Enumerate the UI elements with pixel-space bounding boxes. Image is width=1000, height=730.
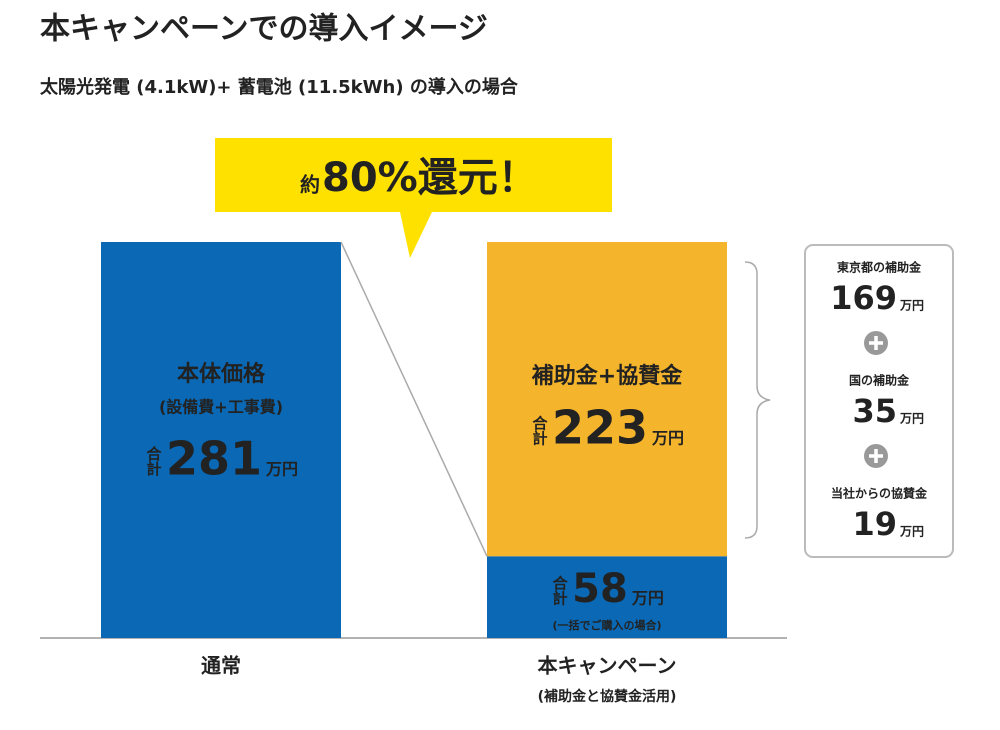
bracket xyxy=(744,261,771,539)
breakdown-label: 国の補助金 xyxy=(849,373,910,388)
callout-bubble xyxy=(215,138,612,258)
callout-prefix: 約 xyxy=(300,173,320,197)
total-label: 合計 xyxy=(144,445,162,477)
bar-segment xyxy=(101,242,341,638)
segment-note: (一括でご購入の場合) xyxy=(552,618,661,632)
subtitle: 太陽光発電 (4.1kW)+ 蓄電池 (11.5kWh) の導入の場合 xyxy=(40,76,519,98)
segment-label: 本体価格 xyxy=(177,361,266,387)
plus-sign xyxy=(869,449,883,463)
bar-segment xyxy=(487,242,727,557)
bar-value: 223 xyxy=(552,401,648,455)
segment-label: 補助金+協賛金 xyxy=(531,363,683,389)
unit: 万円 xyxy=(899,412,924,426)
total-label: 合計 xyxy=(530,414,548,446)
category-label: 本キャンペーン xyxy=(538,654,677,678)
plus-sign xyxy=(869,336,883,350)
breakdown-value: 19 xyxy=(852,505,897,543)
breakdown-value: 169 xyxy=(830,279,897,317)
category-label: 通常 xyxy=(201,654,241,678)
breakdown-label: 当社からの協賛金 xyxy=(831,486,928,501)
connector xyxy=(340,241,488,557)
bar-value: 58 xyxy=(572,566,628,612)
unit: 万円 xyxy=(631,589,664,608)
callout-text: 80%還元！ xyxy=(322,155,538,201)
unit: 万円 xyxy=(265,460,298,479)
bar-value: 281 xyxy=(166,432,262,486)
segment-note: (設備費+工事費) xyxy=(159,398,283,417)
unit: 万円 xyxy=(899,525,924,539)
total-label: 合計 xyxy=(551,574,569,606)
page-title: 本キャンペーンでの導入イメージ xyxy=(40,12,488,47)
category-note: (補助金と協賛金活用) xyxy=(538,688,677,705)
unit: 万円 xyxy=(899,299,924,313)
unit: 万円 xyxy=(651,429,684,448)
breakdown-value: 35 xyxy=(852,392,897,430)
breakdown-label: 東京都の補助金 xyxy=(837,260,922,275)
breakdown-box xyxy=(804,244,954,558)
bar-segment xyxy=(487,556,727,638)
